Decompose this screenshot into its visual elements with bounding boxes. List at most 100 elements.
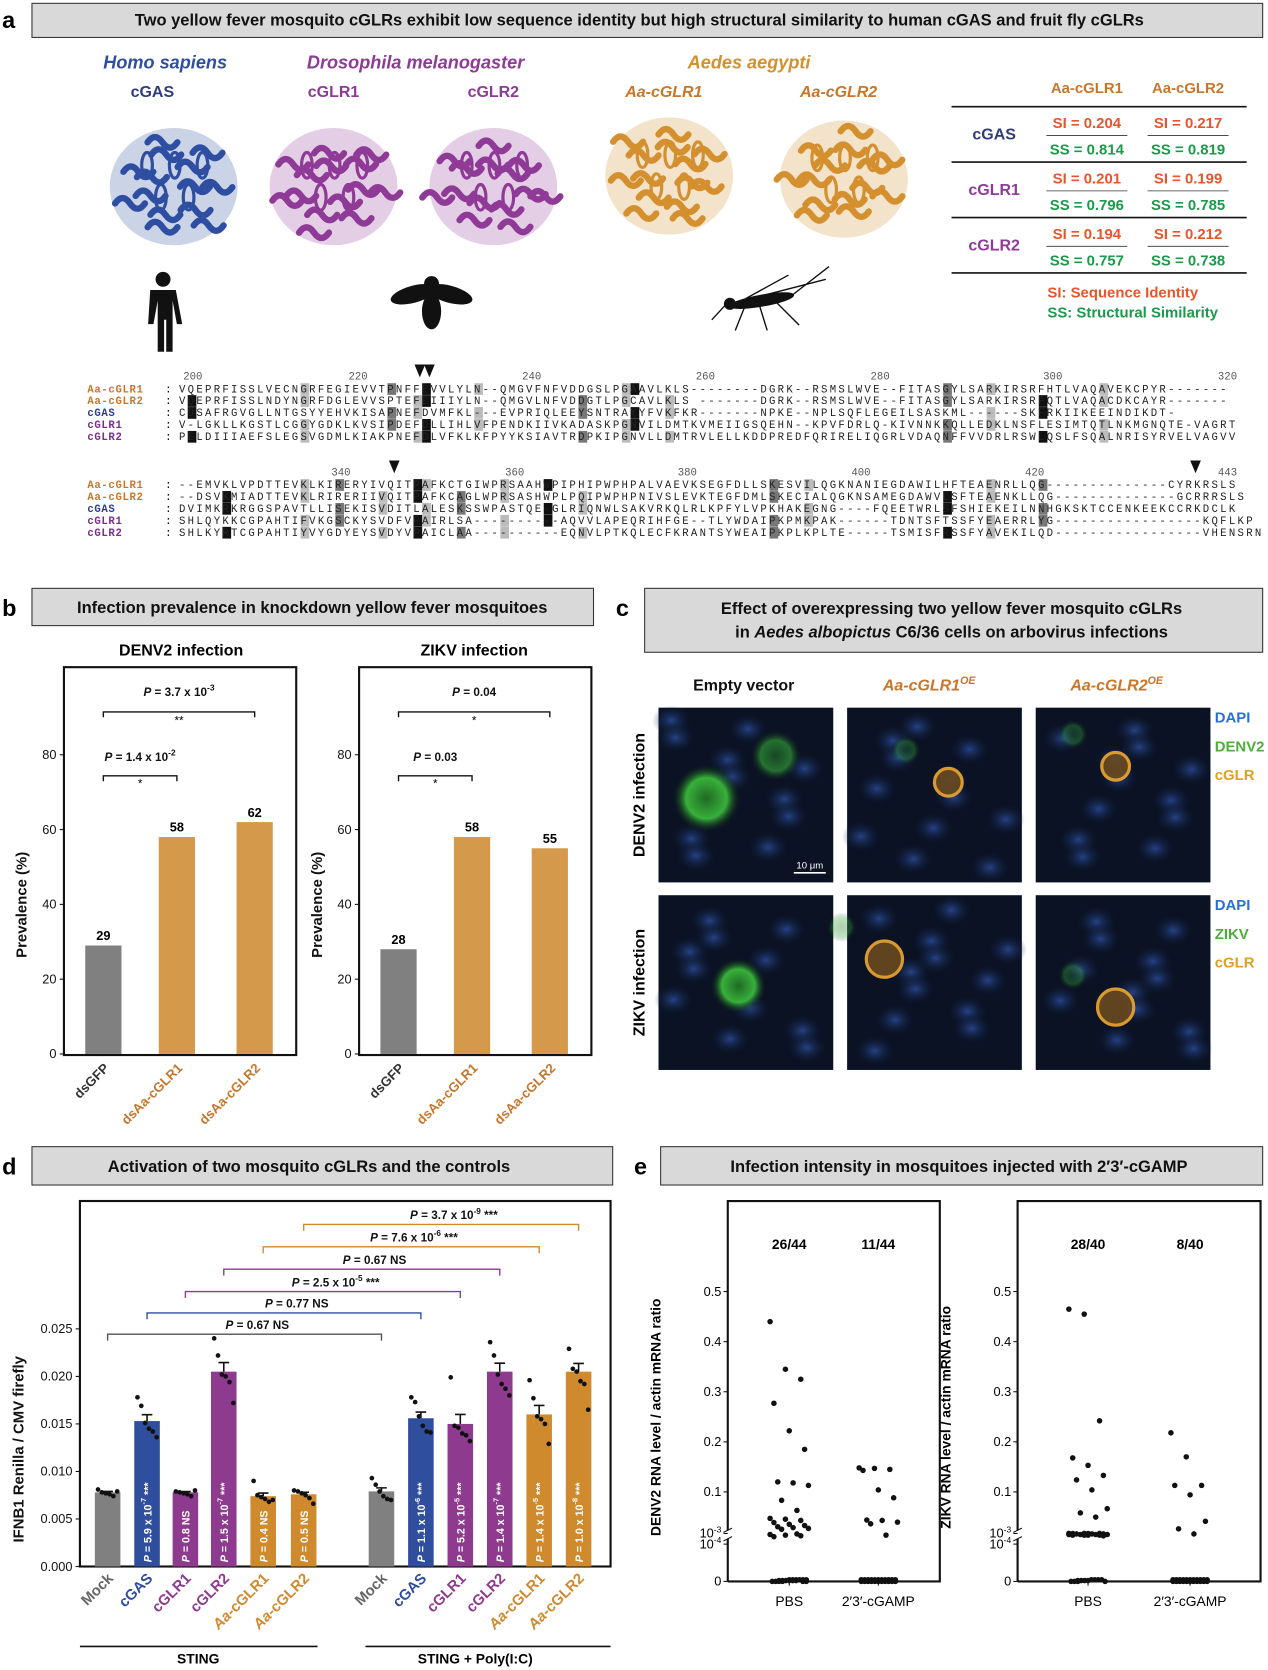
data-point bbox=[894, 1519, 901, 1525]
residue-shade bbox=[943, 491, 952, 503]
significance: *** bbox=[481, 1209, 498, 1222]
sequence-alignment: 200 220 240 260 280 300 320 Aa-cGLR1: VQEPRFISSL… bbox=[87, 364, 1261, 540]
alignment-row-name: Aa-cGLR2 bbox=[87, 396, 143, 408]
in-bar-p-label: P = 5.2 x 10-5 *** bbox=[452, 1482, 467, 1563]
replicate-point bbox=[227, 1379, 232, 1385]
axis-break-mark bbox=[723, 1527, 733, 1533]
residue-shade bbox=[543, 502, 553, 515]
residue-shade bbox=[335, 479, 345, 491]
data-point bbox=[786, 1428, 793, 1434]
replicate-point bbox=[135, 1394, 140, 1400]
arrowhead-icon bbox=[1190, 460, 1201, 474]
data-point bbox=[782, 1366, 789, 1372]
structure-helix bbox=[865, 143, 880, 173]
data-point bbox=[890, 1495, 897, 1501]
x-tick-label: Mock bbox=[352, 1570, 391, 1609]
significance: *** bbox=[441, 1232, 458, 1245]
residue-shade bbox=[943, 526, 952, 539]
residue-shade bbox=[422, 479, 431, 491]
replicate-point bbox=[534, 1413, 540, 1419]
data-point bbox=[778, 1526, 785, 1533]
ss-value: SS = 0.785 bbox=[1151, 198, 1225, 214]
data-point bbox=[1100, 1533, 1107, 1539]
residue-shade bbox=[1099, 419, 1109, 431]
group-label: STING bbox=[177, 1650, 219, 1666]
data-point bbox=[1075, 1578, 1081, 1585]
protein-structure-0 bbox=[109, 128, 238, 246]
residue-shade bbox=[378, 502, 388, 515]
alignment-sequence: --DSVKMIADTTEVKLRIRERIIVQITPAFKCAGLWPRSA… bbox=[179, 492, 1246, 504]
residue-shade bbox=[1038, 502, 1048, 515]
axis-break-mark bbox=[723, 1536, 733, 1542]
replicate-point bbox=[107, 1491, 112, 1497]
structure-helix bbox=[663, 140, 678, 170]
tick-base: 10 bbox=[989, 1526, 1003, 1541]
replicate-point bbox=[262, 1496, 268, 1502]
data-point bbox=[875, 1487, 882, 1493]
replicate-point bbox=[299, 1490, 305, 1496]
p-value: = 0.5 bbox=[299, 1528, 311, 1555]
nucleus bbox=[769, 801, 808, 832]
title-bar bbox=[660, 1146, 1264, 1186]
residue-shade bbox=[474, 407, 483, 419]
column-header: Aa-cGLR2OE bbox=[1069, 675, 1163, 694]
y-tick-label: 0.5 bbox=[993, 1284, 1011, 1299]
residue-shade bbox=[474, 383, 483, 395]
residue-shade bbox=[413, 395, 423, 407]
data-point bbox=[782, 1516, 789, 1522]
bar-cGLR1 bbox=[447, 1423, 474, 1567]
table-col-header: Aa-cGLR1 bbox=[1051, 81, 1123, 97]
legend-si: SI: Sequence Identity bbox=[1047, 285, 1198, 301]
x-tick-label: PBS bbox=[1074, 1593, 1102, 1609]
nucleus bbox=[1079, 793, 1118, 824]
residue-shade bbox=[300, 491, 310, 503]
bar-Aa-cGLR1 bbox=[250, 1496, 276, 1567]
data-point bbox=[1171, 1482, 1178, 1489]
residue-shade bbox=[1038, 430, 1048, 443]
bar-Mock bbox=[94, 1492, 121, 1567]
nucleus bbox=[857, 773, 897, 804]
nucleus bbox=[952, 1013, 991, 1044]
alignment-sequence: VQEPRFISSLVECNGRFEGIEVVTPNFFEVVLYLN--QMG… bbox=[179, 384, 1229, 396]
residue-shade bbox=[456, 491, 466, 503]
bar-cGLR1 bbox=[172, 1492, 199, 1567]
bar-dsGFP bbox=[85, 945, 122, 1054]
cglr-signal bbox=[1095, 987, 1136, 1027]
residue-shade bbox=[300, 430, 310, 443]
p-exponent: -6 bbox=[434, 1229, 442, 1238]
cglr-signal bbox=[864, 939, 905, 979]
nucleus bbox=[1097, 1025, 1136, 1056]
residue-shade bbox=[665, 395, 675, 407]
title-bar bbox=[31, 587, 595, 627]
residue-shade bbox=[413, 526, 423, 539]
alignment-separator: : bbox=[165, 408, 171, 420]
group-label: STING + Poly(I:C) bbox=[418, 1650, 533, 1666]
significance: *** bbox=[574, 1482, 586, 1498]
structure-strand bbox=[111, 194, 149, 212]
x-tick-label: dsAa-cGLR2 bbox=[196, 1060, 263, 1127]
p-symbol: P bbox=[226, 1319, 234, 1332]
p-value: = 0.4 bbox=[258, 1528, 270, 1555]
x-tick-label: Mock bbox=[79, 1570, 118, 1609]
nucleus bbox=[728, 714, 768, 744]
ss-value: SS = 0.738 bbox=[1151, 253, 1225, 269]
p-exponent: -7 bbox=[492, 1498, 501, 1505]
table-col-header: Aa-cGLR2 bbox=[1152, 81, 1224, 97]
bar-value-label: 55 bbox=[543, 831, 557, 846]
structure-helix bbox=[459, 150, 474, 180]
p-value: = 1.1 x 10 bbox=[416, 1504, 428, 1555]
in-bar-p-label: P = 0.8 NS bbox=[181, 1510, 193, 1562]
structure-strand bbox=[313, 157, 350, 175]
y-tick-label: 60 bbox=[337, 822, 351, 837]
nucleus bbox=[875, 1004, 915, 1035]
alignment-position: 280 bbox=[871, 371, 890, 383]
column-header-sup: OE bbox=[1148, 675, 1164, 687]
ifnb1-activation-chart: 0.000 0.005 0.010 0.015 0.020 0.025 IFNB1 Reni… bbox=[11, 1199, 612, 1666]
data-point bbox=[1069, 1455, 1076, 1461]
human-silhouette-icon bbox=[148, 271, 183, 352]
residue-shade bbox=[456, 502, 466, 515]
data-point bbox=[1085, 1462, 1091, 1469]
nucleus bbox=[893, 844, 933, 874]
channel-legend-denv2: DENV2 bbox=[1215, 739, 1265, 755]
